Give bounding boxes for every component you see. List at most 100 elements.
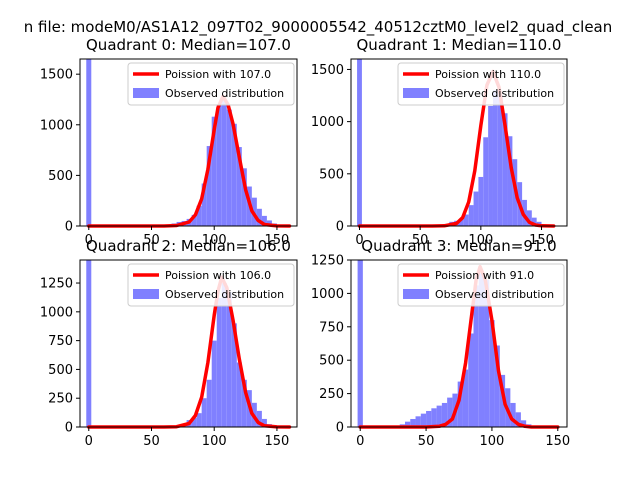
histogram-bar [231,323,237,427]
x-tick-label: 150 [529,233,554,248]
x-tick-label: 0 [85,434,93,449]
histogram-bar [502,113,508,226]
histogram-bar [478,273,485,427]
histogram-bar [236,362,242,427]
legend-entry-fit: Poission with 107.0 [165,68,271,81]
histogram-bar [492,90,498,226]
x-tick-label: 100 [468,233,493,248]
histogram-bar [459,218,464,226]
histogram-bar [211,116,217,226]
y-tick-label: 1000 [40,118,73,133]
legend-bar-swatch [403,88,429,98]
x-tick-label: 100 [202,434,227,449]
axes-frame [350,58,568,227]
y-tick-label: 1000 [40,305,73,320]
legend-box [127,62,295,106]
legend-entry-hist: Observed distribution [165,288,284,301]
x-tick-label: 150 [265,233,290,248]
x-tick-label: 50 [143,434,160,449]
x-tick-label: 0 [356,434,364,449]
histogram-bar [201,183,207,226]
x-tick-label: 150 [545,434,570,449]
histogram-bar [431,408,437,427]
histogram-bar [86,260,92,427]
panel-title: Quadrant 0: Median=107.0 [86,36,291,54]
panel-title: Quadrant 1: Median=110.0 [357,36,562,54]
y-tick-label: 1000 [311,287,344,302]
histogram-bar [206,146,212,226]
y-tick-label: 0 [65,421,73,436]
legend-box [127,263,295,307]
legend-bar-swatch [133,289,159,299]
histogram-bar [478,176,484,226]
legend-entry-fit: Poission with 91.0 [435,269,534,282]
legend: Poission with 91.0 Observed distribution [397,263,565,307]
legend: Poission with 107.0 Observed distribution [127,62,295,106]
quadrant-2-panel: 0 50 100 150 0 250 500 750 1000 1250 Quadrant 2: M… [40,237,298,449]
histogram-bar [515,412,521,427]
y-tick-label: 500 [48,363,73,378]
x-tick-label: 50 [418,434,435,449]
legend-bar-swatch [403,289,429,299]
histogram-bar [531,217,537,226]
histogram-bar [241,379,247,427]
figure-suptitle: n file: modeM0/AS1A12_097T02_9000005542_… [24,18,613,37]
histogram-bar [489,320,495,427]
histogram-bar [231,123,237,226]
y-tick-label: 750 [319,320,344,335]
histogram-bar [497,95,503,226]
x-tick-label: 50 [143,233,160,248]
histogram-bar [468,205,474,226]
histogram-bar [216,104,222,226]
legend-bar-swatch [133,88,159,98]
histogram-bar [236,147,242,226]
histogram-bar [441,402,448,427]
legend-box [397,263,565,307]
y-tick-label: 1250 [311,254,344,269]
legend-entry-hist: Observed distribution [435,288,554,301]
histogram-bar [191,214,197,226]
histogram-bar [201,398,207,427]
legend-entry-fit: Poission with 106.0 [165,269,271,282]
y-tick-label: 0 [336,220,344,235]
legend: Poission with 110.0 Observed distribution [397,62,565,106]
histogram-bar [484,280,490,427]
y-tick-label: 750 [48,334,73,349]
histogram-bar [261,215,267,226]
histogram-bar [357,260,363,427]
histogram-bar [462,369,469,427]
histogram-bar [457,381,463,427]
histogram-bar [405,421,411,427]
histogram-bar [499,374,506,427]
histogram-bar [191,417,197,427]
x-tick-label: 0 [85,233,93,248]
histogram-bar [494,345,500,427]
quadrant-3-panel: 0 50 100 150 0 250 500 750 1000 1250 Quadrant 3: M… [311,237,570,449]
histogram-bar [261,418,267,427]
histogram-bar [226,292,232,427]
histogram-bar [473,285,479,427]
x-tick-label: 100 [480,434,505,449]
histogram-bar [241,168,247,226]
x-tick-label: 150 [265,434,290,449]
histogram-bar [226,109,232,226]
histogram-bar [196,205,202,226]
histogram-bar [426,410,432,427]
legend-entry-fit: Poission with 110.0 [435,68,541,81]
y-tick-label: 0 [65,220,73,235]
y-tick-label: 250 [48,392,73,407]
histogram-bar [420,413,427,427]
panel-title: Quadrant 3: Median=91.0 [361,237,556,255]
legend-entry-hist: Observed distribution [435,87,554,100]
histogram-bar [256,208,262,226]
y-tick-label: 0 [336,421,344,436]
histogram-bar [415,416,421,427]
axes-frame [79,259,298,428]
y-tick-label: 1250 [40,277,73,292]
histogram-bar [256,410,262,427]
axes-frame [350,259,568,428]
histogram-bar [266,220,272,226]
